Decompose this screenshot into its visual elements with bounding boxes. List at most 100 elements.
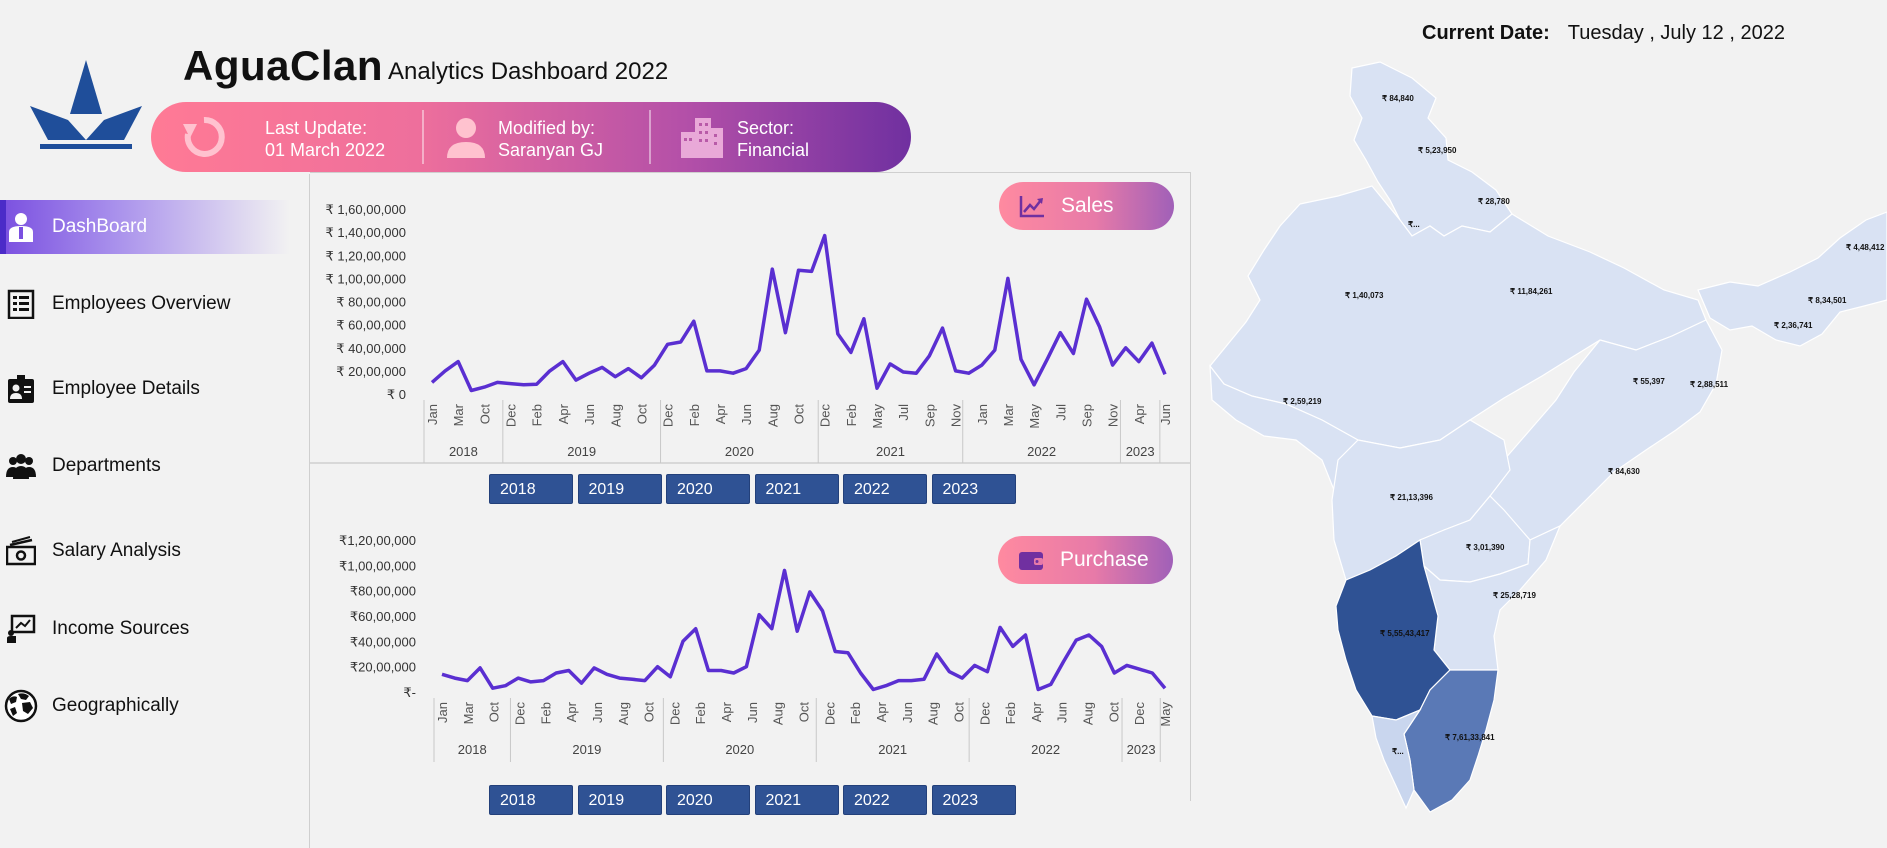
map-region-central-north xyxy=(1209,185,1707,449)
y-tick-label: ₹ 40,00,000 xyxy=(336,341,406,356)
wallet-icon xyxy=(1019,552,1043,570)
nav-item-dashboard[interactable]: DashBoard xyxy=(0,200,290,254)
year-filter-button-2021[interactable]: 2021 xyxy=(754,785,839,815)
x-tick-label: May xyxy=(1027,404,1042,429)
chart-trend-icon xyxy=(1019,196,1044,218)
year-filter-button-2019[interactable]: 2019 xyxy=(577,474,662,504)
x-tick-label: Jun xyxy=(1158,404,1173,425)
x-tick-label: Dec xyxy=(504,404,519,428)
info-separator xyxy=(422,110,424,164)
x-tick-label: Jun xyxy=(590,702,605,723)
map-regions xyxy=(1209,61,1887,813)
map-value-label: ₹ 4,48,412 xyxy=(1846,243,1885,252)
map-value-label: ₹... xyxy=(1392,747,1404,756)
x-tick-label: Feb xyxy=(530,404,545,426)
sales-pill-label: Sales xyxy=(1061,194,1114,217)
map-value-label: ₹ 7,61,33,841 xyxy=(1445,733,1495,742)
x-tick-label: Dec xyxy=(1132,702,1147,726)
sidebar-divider xyxy=(309,174,310,848)
x-tick-label: Aug xyxy=(1081,702,1096,725)
brand-title: AguaClan xyxy=(183,42,384,89)
x-tick-label: Oct xyxy=(1106,702,1121,723)
x-tick-label: Jul xyxy=(1053,404,1068,421)
cash-icon xyxy=(6,536,36,566)
page-subtitle: Analytics Dashboard 2022 xyxy=(388,58,669,85)
x-tick-label: Jan xyxy=(435,702,450,723)
dashboard-person-icon xyxy=(9,213,33,242)
year-axis-label: 2020 xyxy=(725,742,754,757)
x-tick-label: Feb xyxy=(1003,702,1018,724)
x-tick-label: Jun xyxy=(745,702,760,723)
x-tick-label: Aug xyxy=(926,702,941,725)
map-value-label: ₹ 84,840 xyxy=(1382,94,1414,103)
charts-panel xyxy=(310,172,1191,801)
x-tick-label: Oct xyxy=(634,404,649,425)
nav-item-departments[interactable]: Departments xyxy=(0,439,290,493)
nav-item-geographically[interactable]: Geographically xyxy=(0,679,290,733)
year-axis-label: 2019 xyxy=(567,444,596,459)
year-filter-button-2019[interactable]: 2019 xyxy=(577,785,662,815)
year-filter-button-2023[interactable]: 2023 xyxy=(931,785,1016,815)
year-axis-label: 2019 xyxy=(572,742,601,757)
x-tick-label: Mar xyxy=(461,701,476,724)
map-value-label: ₹ 1,40,073 xyxy=(1345,291,1384,300)
map-value-label: ₹ 11,84,261 xyxy=(1510,287,1553,296)
x-tick-label: Oct xyxy=(487,702,502,723)
x-tick-label: Nov xyxy=(949,404,964,428)
presentation-icon xyxy=(7,614,36,643)
y-tick-label: ₹ 1,00,00,000 xyxy=(325,271,406,286)
map-value-label: ₹ 5,23,950 xyxy=(1418,146,1457,155)
x-tick-label: Jan xyxy=(425,404,440,425)
y-tick-label: ₹ 1,20,00,000 xyxy=(325,248,406,263)
nav-item-salary-analysis[interactable]: Salary Analysis xyxy=(0,524,290,578)
map-value-label: ₹ 2,88,511 xyxy=(1690,380,1729,389)
nav-item-employees-overview[interactable]: Employees Overview xyxy=(0,277,290,331)
x-tick-label: Aug xyxy=(616,702,631,725)
x-tick-label: Aug xyxy=(608,404,623,427)
year-axis-label: 2022 xyxy=(1031,742,1060,757)
year-filter-button-2023[interactable]: 2023 xyxy=(931,474,1016,504)
year-filter-button-2021[interactable]: 2021 xyxy=(754,474,839,504)
x-tick-label: Dec xyxy=(667,702,682,726)
map-region-kerala xyxy=(1371,708,1422,810)
year-axis-label: 2018 xyxy=(449,444,478,459)
y-tick-label: ₹ 60,00,000 xyxy=(336,318,406,333)
y-tick-label: ₹1,00,00,000 xyxy=(339,558,416,573)
x-tick-label: May xyxy=(1158,702,1173,727)
x-tick-label: Feb xyxy=(693,702,708,724)
x-tick-label: Apr xyxy=(556,403,571,424)
x-tick-label: Sep xyxy=(1079,404,1094,427)
y-tick-label: ₹ 0 xyxy=(387,387,406,402)
sales-chart: ₹ 0 ₹ 20,00,000 ₹ 40,00,000 ₹ 60,00,000 ₹ 80… xyxy=(325,202,1173,463)
year-filter-button-2022[interactable]: 2022 xyxy=(843,785,927,815)
x-tick-label: Jan xyxy=(975,404,990,425)
globe-icon xyxy=(4,689,38,723)
year-filter-button-2022[interactable]: 2022 xyxy=(843,474,927,504)
modified-by-label: Modified by: xyxy=(498,118,596,138)
year-axis-label: 2021 xyxy=(876,444,905,459)
y-tick-label: ₹ 1,40,00,000 xyxy=(325,225,406,240)
current-date-label: Current Date: xyxy=(1422,22,1550,44)
year-filter-button-2020[interactable]: 2020 xyxy=(666,785,750,815)
nav-item-employee-details[interactable]: Employee Details xyxy=(0,362,290,416)
purchase-chart: ₹- ₹20,00,000 ₹40,00,000 ₹60,00,000 ₹80,00,0… xyxy=(339,533,1173,762)
document-list-icon xyxy=(7,289,35,319)
x-tick-label: Dec xyxy=(977,702,992,726)
year-filter-button-2020[interactable]: 2020 xyxy=(666,474,750,504)
x-tick-label: Feb xyxy=(538,702,553,724)
x-tick-label: Oct xyxy=(951,702,966,723)
year-axis-label: 2021 xyxy=(878,742,907,757)
year-filter-button-2018[interactable]: 2018 xyxy=(489,785,573,815)
nav-item-label: DashBoard xyxy=(52,216,148,237)
map-value-label: ₹ 8,34,501 xyxy=(1808,296,1847,305)
last-update-block: Last Update: 01 March 2022 xyxy=(181,102,441,172)
y-tick-label: ₹ 80,00,000 xyxy=(336,295,406,310)
nav-item-income-sources[interactable]: Income Sources xyxy=(0,602,290,656)
x-tick-label: Jun xyxy=(739,404,754,425)
x-tick-label: Jun xyxy=(582,404,597,425)
purchase-pill: Purchase xyxy=(998,536,1173,584)
sector-value: Financial xyxy=(737,140,810,160)
year-filter-button-2018[interactable]: 2018 xyxy=(489,474,573,504)
x-tick-label: Aug xyxy=(765,404,780,427)
series-line xyxy=(430,233,1167,393)
